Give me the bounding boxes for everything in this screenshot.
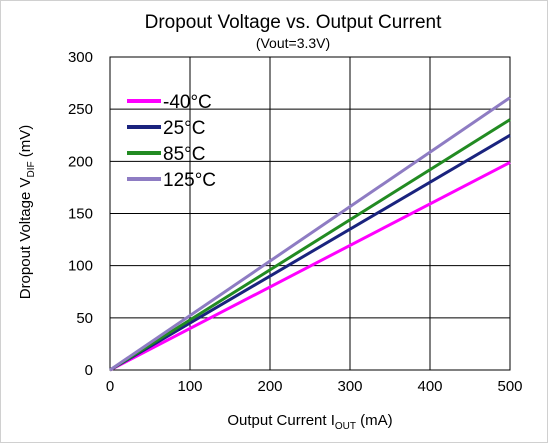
plot-area bbox=[109, 56, 511, 371]
tick-labels: 0 100 200 300 400 500 0 50 100 150 200 250 300 bbox=[68, 49, 523, 395]
series-line bbox=[109, 133, 511, 372]
legend-label: 25°C bbox=[163, 118, 205, 139]
legend-label: 85°C bbox=[163, 144, 205, 165]
series-lines bbox=[109, 96, 511, 372]
legend-label: 125°C bbox=[163, 170, 216, 191]
chart-subtitle: (Vout=3.3V) bbox=[256, 35, 330, 51]
series-line bbox=[109, 96, 511, 372]
y-tick-label: 100 bbox=[68, 258, 93, 275]
series-line bbox=[109, 118, 511, 372]
chart-title: Dropout Voltage vs. Output Current bbox=[145, 12, 442, 33]
y-tick-label: 0 bbox=[85, 362, 93, 379]
series-line bbox=[109, 161, 511, 372]
legend-label: -40°C bbox=[163, 92, 212, 113]
x-tick-label: 500 bbox=[497, 378, 522, 395]
y-axis-label: Dropout Voltage VDIF (mV) bbox=[17, 125, 37, 300]
y-tick-label: 250 bbox=[68, 101, 93, 118]
y-tick-label: 300 bbox=[68, 49, 93, 66]
x-tick-label: 400 bbox=[417, 378, 442, 395]
y-tick-label: 200 bbox=[68, 153, 93, 170]
x-tick-label: 0 bbox=[106, 378, 114, 395]
y-tick-label: 150 bbox=[68, 206, 93, 223]
y-tick-label: 50 bbox=[76, 310, 93, 327]
x-tick-label: 300 bbox=[337, 378, 362, 395]
legend: -40°C 25°C 85°C 125°C bbox=[127, 92, 216, 191]
x-axis-label: Output Current IOUT (mA) bbox=[227, 412, 392, 432]
x-tick-label: 100 bbox=[177, 378, 202, 395]
x-tick-label: 200 bbox=[257, 378, 282, 395]
